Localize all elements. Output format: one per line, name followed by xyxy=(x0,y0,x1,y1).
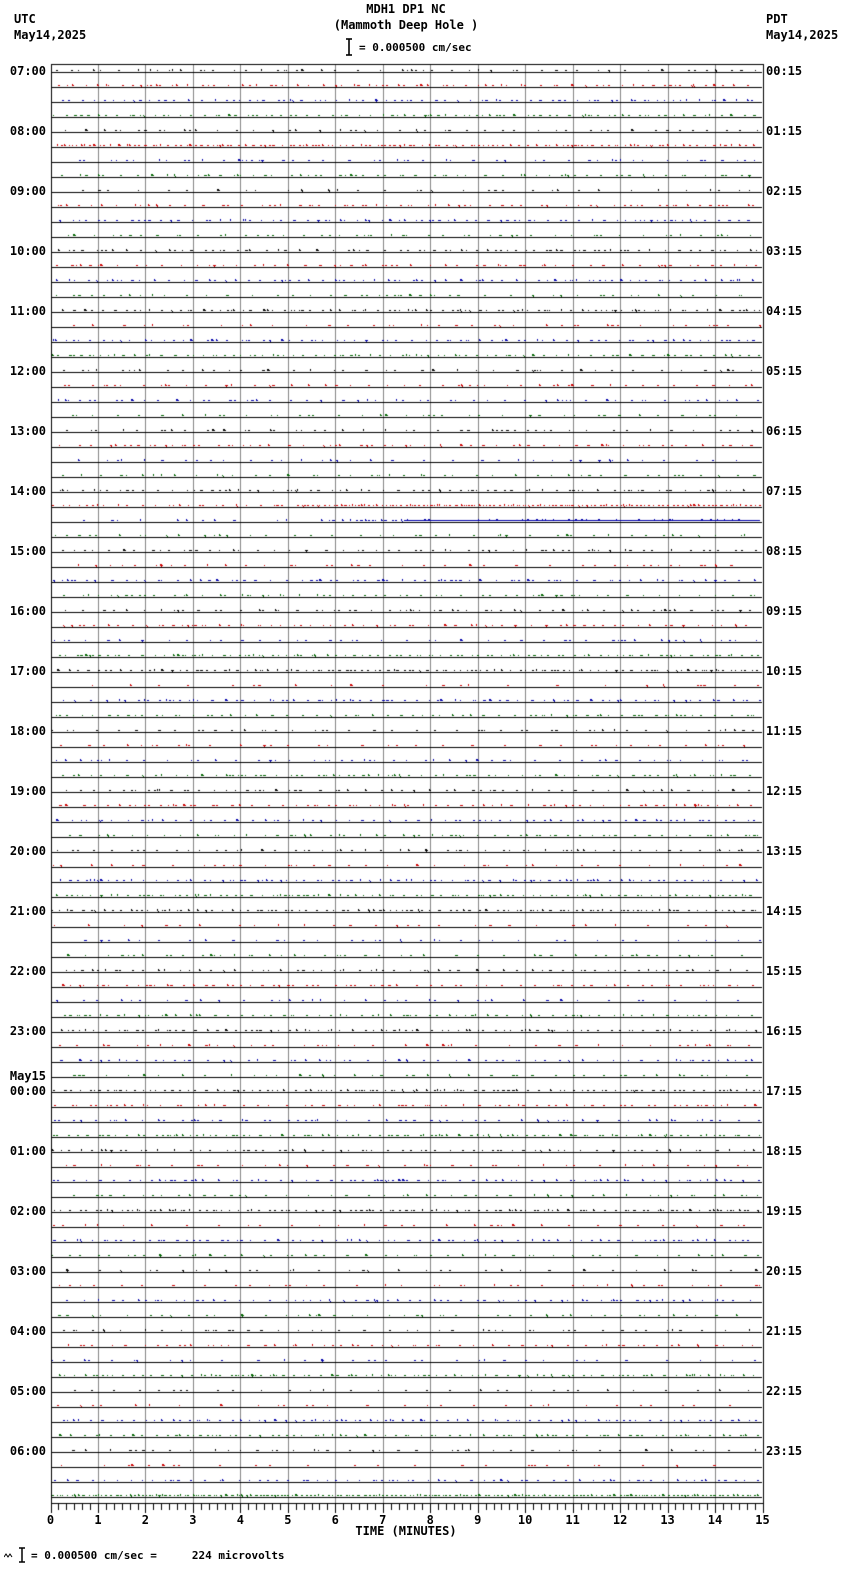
utc-time-label: 23:00 xyxy=(9,1024,46,1038)
amplitude-scale: = 0.000500 cm/sec xyxy=(345,38,472,56)
minute-tick-label: 7 xyxy=(379,1513,387,1527)
scale-text: = 0.000500 cm/sec xyxy=(359,40,472,54)
utc-time-label: 09:00 xyxy=(9,184,46,198)
utc-time-label: 22:00 xyxy=(9,964,46,978)
pdt-time-label: 04:15 xyxy=(766,304,803,318)
scale-bar-icon xyxy=(346,38,352,56)
pdt-time-label: 09:15 xyxy=(766,604,803,618)
utc-time-label: 21:00 xyxy=(9,904,46,918)
pdt-time-label: 03:15 xyxy=(766,244,803,258)
pdt-time-label: 02:15 xyxy=(766,184,803,198)
pdt-time-label: 00:15 xyxy=(766,64,803,78)
minute-tick-label: 9 xyxy=(474,1513,482,1527)
pdt-time-label: 05:15 xyxy=(766,364,803,378)
minute-tick-label: 8 xyxy=(426,1513,434,1527)
pdt-time-label: 10:15 xyxy=(766,664,803,678)
wiggle-icon xyxy=(4,1553,13,1558)
pdt-time-label: 22:15 xyxy=(766,1384,803,1398)
pdt-date-label: May14,2025 xyxy=(766,28,839,42)
pdt-time-label: 16:15 xyxy=(766,1024,803,1038)
pdt-time-label: 17:15 xyxy=(766,1084,803,1098)
footer-scale-note: = 0.000500 cm/sec = 224 microvolts xyxy=(4,1547,285,1563)
utc-time-label: 10:00 xyxy=(9,244,46,258)
utc-time-label: 03:00 xyxy=(9,1264,46,1278)
pdt-time-label: 07:15 xyxy=(766,484,803,498)
minute-tick-label: 0 xyxy=(46,1513,55,1527)
minute-tick-label: 3 xyxy=(189,1513,197,1527)
x-axis-title: TIME (MINUTES) xyxy=(355,1524,457,1538)
utc-time-label: 02:00 xyxy=(9,1204,46,1218)
minute-tick-label: 6 xyxy=(331,1513,339,1527)
utc-time-label: 01:00 xyxy=(9,1144,46,1158)
date-rollover-label: May15 xyxy=(9,1069,46,1083)
pdt-timezone-label: PDT xyxy=(766,12,788,26)
pdt-time-label: 12:15 xyxy=(766,784,803,798)
station-subtitle: (Mammoth Deep Hole ) xyxy=(333,18,479,32)
minute-tick-label: 11 xyxy=(565,1513,580,1527)
utc-time-label: 13:00 xyxy=(9,424,46,438)
scale-bar-icon xyxy=(19,1547,25,1563)
minute-tick-label: 4 xyxy=(236,1513,244,1527)
pdt-time-label: 15:15 xyxy=(766,964,803,978)
minute-tick-label: 1 xyxy=(94,1513,102,1527)
utc-time-label: 19:00 xyxy=(9,784,46,798)
pdt-time-label: 01:15 xyxy=(766,124,803,138)
utc-timezone-label: UTC xyxy=(14,12,36,26)
utc-time-label: 07:00 xyxy=(9,64,46,78)
minute-tick-label: 5 xyxy=(284,1513,292,1527)
footer-microvolts-text: 224 microvolts xyxy=(191,1548,285,1562)
utc-time-label: 08:00 xyxy=(9,124,46,138)
minute-tick-label: 13 xyxy=(660,1513,675,1527)
pdt-time-label: 08:15 xyxy=(766,544,803,558)
minute-tick-label: 2 xyxy=(141,1513,150,1527)
pdt-time-label: 21:15 xyxy=(766,1324,803,1338)
utc-time-label: 04:00 xyxy=(9,1324,46,1338)
utc-time-label: 00:00 xyxy=(9,1084,46,1098)
minute-tick-label: 10 xyxy=(517,1513,533,1527)
pdt-time-label: 18:15 xyxy=(766,1144,803,1158)
utc-time-label: 14:00 xyxy=(9,484,46,498)
utc-time-label: 17:00 xyxy=(9,664,46,678)
minute-tick-label: 14 xyxy=(707,1513,723,1527)
utc-time-label: 16:00 xyxy=(9,604,46,618)
pdt-time-label: 06:15 xyxy=(766,424,803,438)
station-title: MDH1 DP1 NC xyxy=(366,2,446,16)
pdt-time-label: 19:15 xyxy=(766,1204,803,1218)
footer-scale-text: = 0.000500 cm/sec = xyxy=(31,1548,157,1562)
utc-time-label: 15:00 xyxy=(9,544,46,558)
minute-tick-label: 12 xyxy=(612,1513,628,1527)
utc-time-label: 11:00 xyxy=(9,304,46,318)
utc-time-label: 18:00 xyxy=(9,724,46,738)
minute-tick-label: 15 xyxy=(755,1513,770,1527)
pdt-time-label: 20:15 xyxy=(766,1264,803,1278)
utc-date-label: May14,2025 xyxy=(14,28,87,42)
utc-time-label: 05:00 xyxy=(9,1384,46,1398)
pdt-time-label: 11:15 xyxy=(766,724,803,738)
pdt-time-label: 13:15 xyxy=(766,844,803,858)
utc-time-label: 20:00 xyxy=(9,844,46,858)
utc-time-label: 12:00 xyxy=(9,364,46,378)
pdt-time-label: 14:15 xyxy=(766,904,803,918)
utc-time-label: 06:00 xyxy=(9,1444,46,1458)
pdt-time-label: 23:15 xyxy=(766,1444,803,1458)
